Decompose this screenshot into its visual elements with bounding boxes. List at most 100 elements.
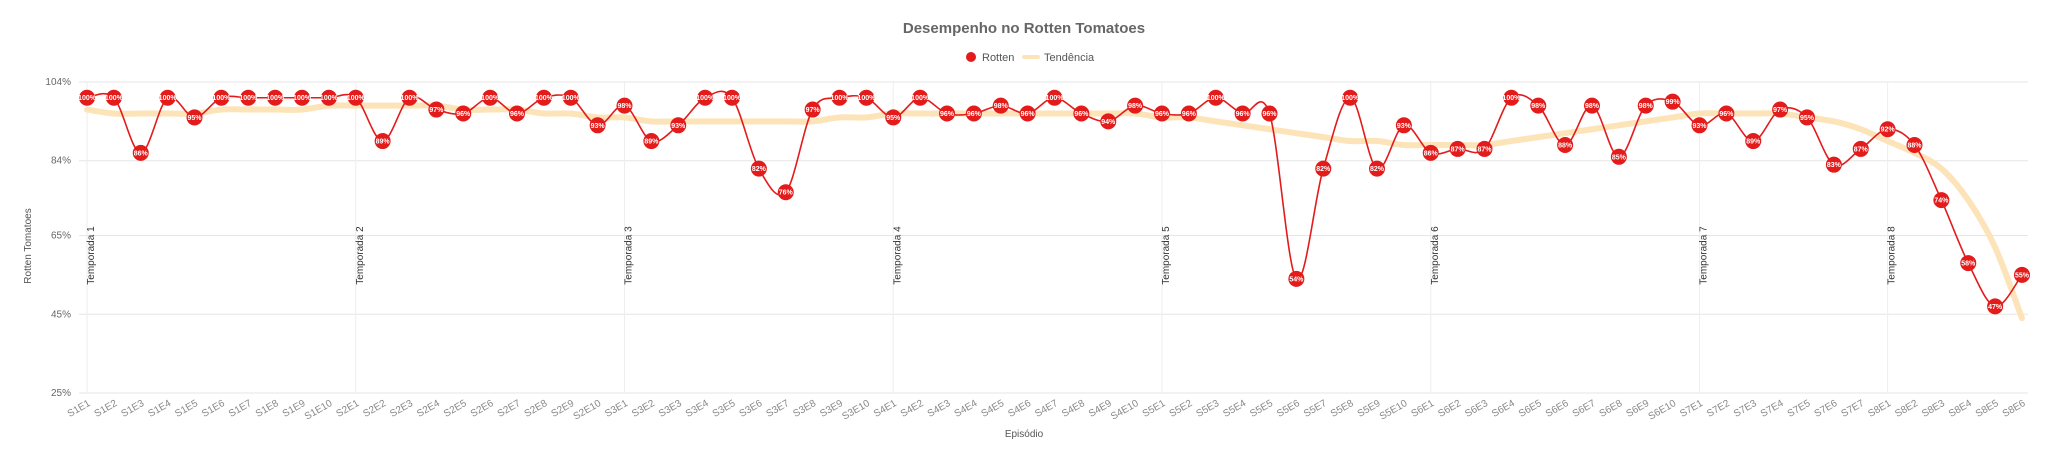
data-point[interactable]: 95% (885, 109, 902, 126)
data-point[interactable]: 83% (1825, 156, 1842, 173)
data-point[interactable]: 96% (455, 105, 472, 122)
data-point[interactable]: 100% (105, 89, 124, 106)
data-point[interactable]: 93% (589, 117, 606, 134)
data-point[interactable]: 82% (1315, 160, 1332, 177)
season-label: Temporada 5 (1161, 226, 1172, 285)
data-point[interactable]: 85% (1610, 148, 1627, 165)
data-point[interactable]: 100% (159, 89, 178, 106)
data-point[interactable]: 100% (911, 89, 930, 106)
data-point[interactable]: 100% (1341, 89, 1360, 106)
data-point[interactable]: 82% (1369, 160, 1385, 177)
data-point[interactable]: 93% (1691, 117, 1708, 134)
data-point[interactable]: 93% (670, 117, 687, 134)
data-point[interactable]: 97% (428, 101, 445, 118)
data-point-marker (1610, 148, 1627, 165)
data-point[interactable]: 100% (831, 89, 850, 106)
data-point[interactable]: 95% (1799, 109, 1815, 126)
data-point-marker (1422, 144, 1439, 161)
data-point[interactable]: 55% (2014, 266, 2030, 283)
data-point[interactable]: 94% (1100, 113, 1117, 130)
data-point[interactable]: 89% (643, 133, 660, 150)
data-point[interactable]: 86% (1422, 144, 1439, 161)
data-point[interactable]: 100% (562, 89, 581, 106)
data-point[interactable]: 98% (1584, 97, 1600, 114)
data-point[interactable]: 95% (186, 109, 203, 126)
data-point[interactable]: 96% (1234, 105, 1251, 122)
data-point[interactable]: 58% (1960, 255, 1977, 272)
season-markers: Temporada 1 Temporada 2 Temporada 3 Tempora… (86, 82, 1898, 393)
data-point[interactable]: 100% (481, 89, 500, 106)
data-point[interactable]: 74% (1933, 192, 1950, 209)
data-point[interactable]: 87% (1449, 140, 1466, 157)
data-point[interactable]: 98% (992, 97, 1009, 114)
data-point-marker (1476, 140, 1493, 157)
data-point-marker (1772, 101, 1789, 118)
data-point[interactable]: 93% (1395, 117, 1412, 134)
y-tick-label: 25% (51, 388, 71, 399)
data-point[interactable]: 96% (1154, 105, 1170, 122)
data-point[interactable]: 100% (347, 89, 366, 106)
data-point[interactable]: 96% (965, 105, 982, 122)
data-point[interactable]: 92% (1879, 121, 1896, 138)
data-point[interactable]: 100% (723, 89, 742, 106)
data-point[interactable]: 96% (1073, 105, 1090, 122)
data-point[interactable]: 100% (1046, 89, 1065, 106)
data-point-marker (804, 101, 821, 118)
data-point[interactable]: 88% (1906, 136, 1923, 153)
data-point[interactable]: 98% (1637, 97, 1654, 114)
data-point[interactable]: 100% (212, 89, 231, 106)
data-point[interactable]: 100% (1207, 89, 1226, 106)
data-point[interactable]: 100% (535, 89, 554, 106)
data-point[interactable]: 87% (1476, 140, 1493, 157)
data-label: 100% (401, 95, 420, 102)
data-point[interactable]: 96% (1019, 105, 1036, 122)
data-point[interactable]: 98% (616, 97, 633, 114)
data-point[interactable]: 96% (1718, 105, 1735, 122)
data-point[interactable]: 87% (1852, 140, 1869, 157)
data-label: 100% (696, 95, 715, 102)
data-point[interactable]: 54% (1288, 270, 1305, 287)
x-tick-label: S1E6 (200, 398, 227, 420)
x-tick-label: S6E7 (1571, 398, 1598, 420)
x-tick-label: S1E4 (146, 398, 173, 420)
data-point[interactable]: 96% (939, 105, 955, 122)
data-label: 87% (1451, 146, 1466, 153)
data-point[interactable]: 82% (750, 160, 767, 177)
data-point[interactable]: 98% (1127, 97, 1144, 114)
data-point-marker (1664, 93, 1681, 110)
data-point[interactable]: 97% (804, 101, 821, 118)
data-point[interactable]: 100% (239, 89, 258, 106)
data-label: 87% (1477, 146, 1492, 153)
data-point[interactable]: 100% (78, 89, 97, 106)
data-point[interactable]: 96% (1180, 105, 1197, 122)
data-point[interactable]: 100% (401, 89, 420, 106)
data-point[interactable]: 99% (1664, 93, 1681, 110)
data-point[interactable]: 88% (1557, 136, 1574, 153)
data-point[interactable]: 76% (777, 184, 794, 201)
data-point[interactable]: 100% (696, 89, 715, 106)
x-tick-label: S1E2 (93, 398, 120, 420)
data-point-marker (509, 105, 525, 122)
data-point[interactable]: 100% (1502, 89, 1521, 106)
data-point[interactable]: 100% (857, 89, 876, 106)
data-point[interactable]: 89% (1745, 133, 1762, 150)
data-point-marker (1852, 140, 1869, 157)
data-point[interactable]: 96% (1261, 105, 1278, 122)
data-point-marker (1288, 270, 1305, 287)
x-tick-label: S3E4 (684, 398, 711, 420)
data-point[interactable]: 100% (266, 89, 285, 106)
data-label: 100% (105, 95, 124, 102)
data-point[interactable]: 86% (132, 144, 149, 161)
data-point[interactable]: 98% (1530, 97, 1547, 114)
data-point[interactable]: 89% (374, 133, 391, 150)
x-tick-label: S6E6 (1544, 398, 1571, 420)
data-label: 58% (1961, 261, 1976, 268)
data-point[interactable]: 100% (320, 89, 339, 106)
data-point-marker (1100, 113, 1117, 130)
data-point[interactable]: 96% (509, 105, 525, 122)
legend-item-trend[interactable]: Tendência (1022, 52, 1095, 64)
data-point[interactable]: 100% (293, 89, 312, 106)
data-point[interactable]: 47% (1987, 298, 2004, 315)
data-point[interactable]: 97% (1772, 101, 1789, 118)
legend-item-rotten[interactable]: Rotten (966, 52, 1014, 64)
